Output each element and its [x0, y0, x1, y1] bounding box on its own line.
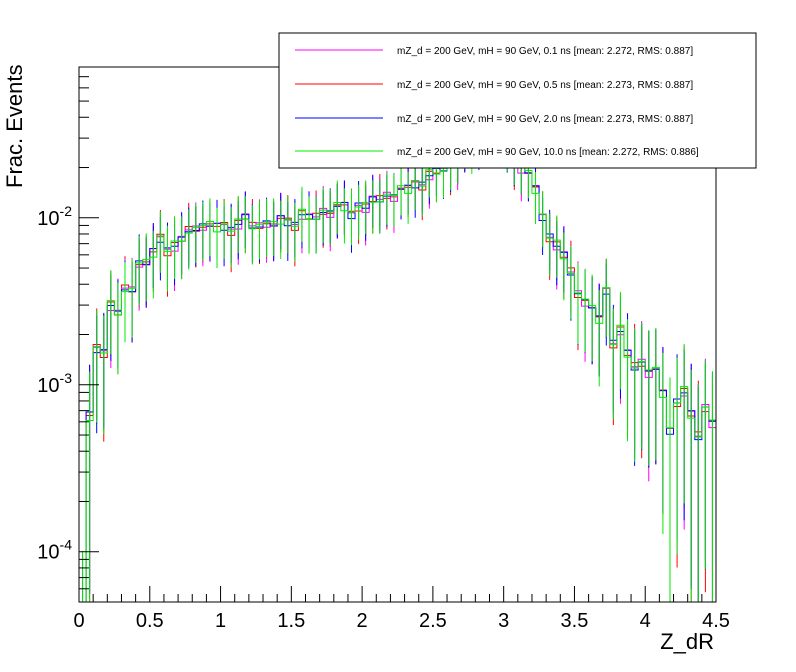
series-layer — [79, 103, 716, 603]
x-tick-label: 1 — [215, 610, 226, 632]
legend: mZ_d = 200 GeV, mH = 90 GeV, 0.1 ns [mea… — [278, 32, 757, 169]
series-step-line — [79, 120, 716, 603]
x-axis-title: Z_dR — [660, 629, 714, 654]
legend-label: mZ_d = 200 GeV, mH = 90 GeV, 2.0 ns [mea… — [397, 114, 693, 125]
y-tick-label: 10-2 — [37, 203, 72, 230]
legend-entry: mZ_d = 200 GeV, mH = 90 GeV, 0.1 ns [mea… — [295, 46, 693, 57]
legend-label: mZ_d = 200 GeV, mH = 90 GeV, 0.5 ns [mea… — [397, 80, 693, 91]
legend-label: mZ_d = 200 GeV, mH = 90 GeV, 0.1 ns [mea… — [397, 46, 693, 57]
legend-entry: mZ_d = 200 GeV, mH = 90 GeV, 2.0 ns [mea… — [295, 114, 693, 125]
x-tick-label: 1.5 — [277, 610, 305, 632]
x-tick-label: 3.5 — [561, 610, 589, 632]
x-tick-label: 4 — [640, 610, 651, 632]
legend-label: mZ_d = 200 GeV, mH = 90 GeV, 10.0 ns [me… — [397, 147, 699, 158]
legend-box — [278, 32, 757, 169]
legend-entries: mZ_d = 200 GeV, mH = 90 GeV, 0.1 ns [mea… — [295, 46, 699, 158]
x-tick-label: 3 — [498, 610, 509, 632]
y-tick-label: 10-3 — [37, 370, 72, 397]
x-tick-label: 4.5 — [702, 610, 730, 632]
legend-entry: mZ_d = 200 GeV, mH = 90 GeV, 10.0 ns [me… — [295, 147, 699, 158]
series-4 — [79, 103, 716, 603]
legend-entry: mZ_d = 200 GeV, mH = 90 GeV, 0.5 ns [mea… — [295, 80, 693, 91]
x-tick-label: 2.5 — [419, 610, 447, 632]
y-tick-label: 10-4 — [37, 537, 72, 564]
y-axis-title: Frac. Events — [2, 65, 27, 188]
axis-ticks — [78, 66, 717, 603]
x-tick-label: 2 — [357, 610, 368, 632]
axis-tick-labels: 0 0.5 1 1.5 2 2.5 3 3.5 4 4.5 10-4 10-3 10-2 — [37, 203, 730, 632]
x-tick-label: 0.5 — [136, 610, 164, 632]
x-tick-label: 0 — [73, 610, 84, 632]
